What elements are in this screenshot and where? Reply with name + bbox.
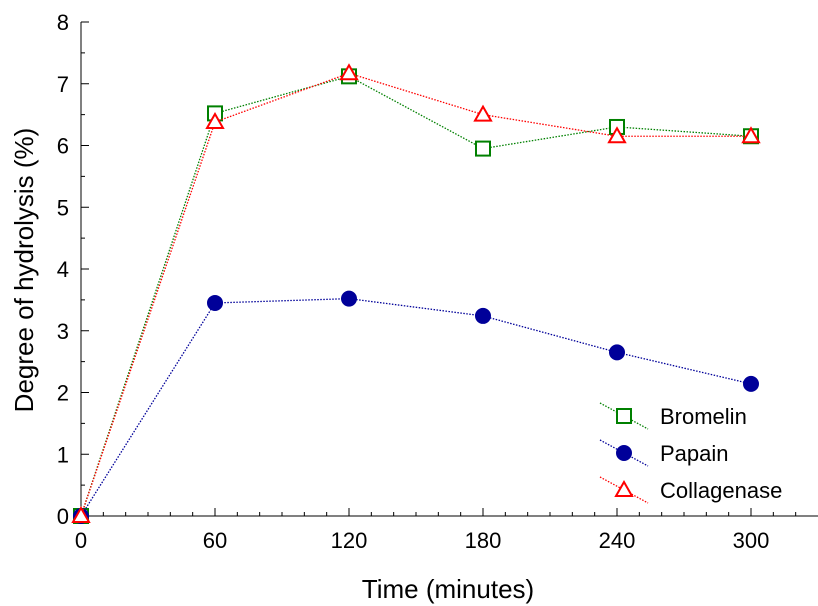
data-point xyxy=(741,126,761,144)
series-line xyxy=(80,72,751,517)
series-bromelin xyxy=(73,68,759,524)
y-tick-label: 7 xyxy=(57,72,69,97)
y-tick-label: 6 xyxy=(57,134,69,159)
data-point xyxy=(743,375,759,392)
x-tick-label: 240 xyxy=(599,528,636,553)
series-line xyxy=(80,297,752,517)
data-point xyxy=(339,63,359,81)
legend-item-collagenase: Collagenase xyxy=(599,476,782,504)
data-point xyxy=(341,290,357,307)
legend-item-bromelin: Bromelin xyxy=(599,402,747,430)
y-tick-label: 0 xyxy=(57,504,69,529)
x-tick-label: 300 xyxy=(733,528,770,553)
y-tick-label: 2 xyxy=(57,381,69,406)
x-axis-title: Time (minutes) xyxy=(362,574,534,604)
x-tick-label: 60 xyxy=(203,528,227,553)
series-papain xyxy=(73,290,759,524)
data-point xyxy=(207,294,223,311)
x-tick-label: 180 xyxy=(465,528,502,553)
x-tick-label: 0 xyxy=(75,528,87,553)
data-point xyxy=(475,140,491,157)
legend-marker xyxy=(616,445,632,461)
legend-label: Bromelin xyxy=(660,404,747,429)
y-axis-title: Degree of hydrolysis (%) xyxy=(9,128,39,413)
legend-marker xyxy=(614,479,634,497)
axes: 0 1 2 3 4 5 6 7 8 0 60 120 180 240 300 xyxy=(57,10,818,553)
data-point xyxy=(609,344,625,361)
y-tick-label: 3 xyxy=(57,319,69,344)
series-layer xyxy=(71,63,761,524)
legend-label: Papain xyxy=(660,441,729,466)
y-tick-label: 1 xyxy=(57,442,69,467)
x-tick-label: 120 xyxy=(331,528,368,553)
y-tick-label: 4 xyxy=(57,257,69,282)
legend-item-papain: Papain xyxy=(599,439,729,467)
legend-marker xyxy=(616,408,632,424)
legend-label: Collagenase xyxy=(660,478,782,503)
data-point xyxy=(475,307,491,324)
data-point xyxy=(71,505,91,523)
series-collagenase xyxy=(71,63,761,523)
data-point xyxy=(607,126,627,144)
data-point xyxy=(205,112,225,130)
series-line xyxy=(80,75,752,517)
legend: Bromelin Papain Collagenase xyxy=(599,402,782,504)
y-tick-label: 8 xyxy=(57,10,69,35)
y-tick-label: 5 xyxy=(57,195,69,220)
data-point xyxy=(473,104,493,122)
